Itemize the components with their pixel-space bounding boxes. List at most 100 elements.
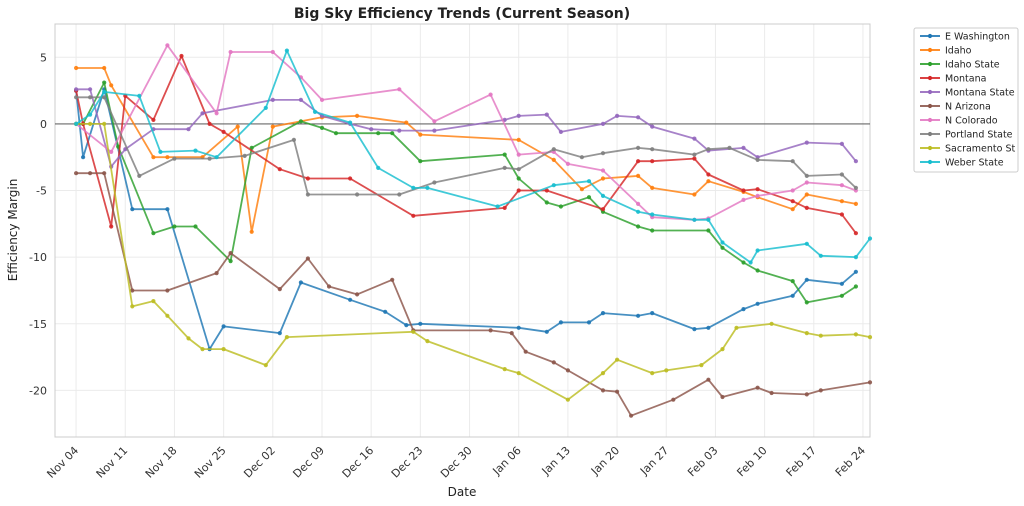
data-point-weber-state: [650, 212, 655, 217]
data-point-n-colorado: [741, 197, 746, 202]
data-point-idaho-state: [706, 228, 711, 233]
data-point-montana-state: [270, 97, 275, 102]
data-point-idaho: [790, 207, 795, 212]
legend-item-sacramento-st: Sacramento St: [920, 144, 1016, 155]
data-point-idaho-state: [376, 131, 381, 136]
data-point-montana-state: [397, 128, 402, 133]
data-point-idaho-state: [333, 131, 339, 136]
data-point-weber-state: [720, 240, 725, 245]
data-point-sacramento-st: [664, 368, 669, 373]
legend-label: Idaho State: [945, 60, 1000, 71]
data-point-n-arizona: [720, 394, 725, 400]
y-axis-title: Efficiency Margin: [6, 179, 20, 282]
data-point-montana-state: [804, 140, 809, 145]
data-point-montana: [636, 159, 641, 164]
data-point-n-arizona: [629, 413, 634, 418]
legend-label: Montana: [945, 74, 986, 85]
data-point-n-colorado: [165, 43, 170, 48]
data-point-montana: [650, 159, 655, 164]
legend-items: E Washington Idaho Idaho State Montana Monta…: [920, 32, 1016, 169]
legend-item-n-colorado: N Colorado: [920, 116, 998, 127]
data-point-idaho-state: [319, 125, 325, 130]
series-layer: [74, 43, 873, 418]
data-point-sacramento-st: [221, 347, 226, 352]
data-point-idaho: [516, 137, 521, 142]
data-point-montana-state: [600, 121, 606, 126]
data-point-weber-state: [376, 165, 381, 170]
legend-swatch-marker: [927, 131, 933, 137]
data-point-n-colorado: [839, 183, 845, 188]
legend-item-montana: Montana: [920, 74, 986, 85]
data-point-idaho-state: [558, 204, 564, 209]
data-point-portland-state: [137, 173, 142, 178]
data-point-sacramento-st: [720, 347, 725, 352]
data-point-n-arizona: [326, 284, 332, 289]
data-point-idaho-state: [390, 131, 395, 136]
data-point-n-colorado: [600, 168, 606, 173]
data-point-e-washington: [165, 207, 170, 212]
data-point-idaho: [636, 173, 641, 178]
data-point-idaho: [706, 179, 711, 184]
data-point-sacramento-st: [284, 335, 289, 340]
data-point-e-washington: [586, 320, 592, 325]
data-point-idaho: [102, 65, 107, 71]
data-point-idaho: [839, 199, 845, 204]
data-point-e-washington: [558, 320, 564, 325]
data-point-e-washington: [404, 323, 409, 328]
data-point-n-colorado: [636, 201, 641, 206]
data-point-idaho-state: [228, 259, 233, 264]
data-point-weber-state: [551, 183, 556, 188]
data-point-e-washington: [755, 301, 760, 306]
data-point-idaho-state: [804, 300, 809, 305]
data-point-weber-state: [74, 121, 79, 126]
data-point-portland-state: [432, 180, 437, 185]
data-point-portland-state: [551, 147, 556, 152]
data-point-n-arizona: [214, 271, 219, 276]
data-point-montana-state: [88, 87, 93, 92]
data-point-sacramento-st: [734, 325, 739, 330]
data-point-n-colorado: [565, 161, 571, 166]
legend: E Washington Idaho Idaho State Montana Monta…: [913, 27, 1019, 173]
data-point-sacramento-st: [818, 333, 823, 338]
data-point-n-arizona: [755, 385, 760, 390]
data-point-montana: [755, 187, 760, 192]
data-point-n-colorado: [804, 180, 809, 185]
legend-swatch-marker: [927, 145, 933, 151]
legend-swatch-marker: [927, 61, 933, 67]
data-point-sacramento-st: [165, 313, 170, 318]
data-point-sacramento-st: [565, 397, 571, 402]
chart-title: Big Sky Efficiency Trends (Current Seaso…: [294, 6, 630, 22]
data-point-e-washington: [650, 311, 655, 316]
data-point-montana: [790, 199, 795, 204]
data-point-n-colorado: [432, 119, 437, 124]
data-point-portland-state: [650, 147, 655, 152]
data-point-sacramento-st: [502, 367, 507, 372]
data-point-n-arizona: [818, 388, 823, 393]
y-tick-label: 0: [40, 118, 47, 131]
data-point-idaho: [165, 155, 170, 160]
data-point-n-colorado: [228, 49, 233, 55]
data-point-portland-state: [291, 137, 296, 142]
data-point-n-arizona: [671, 397, 676, 402]
legend-label: Idaho: [945, 46, 972, 57]
data-point-weber-state: [804, 241, 809, 246]
legend-item-montana-state: Montana State: [920, 88, 1015, 99]
data-point-weber-state: [748, 260, 753, 265]
data-point-idaho: [249, 229, 254, 234]
legend-item-portland-state: Portland State: [920, 130, 1013, 141]
data-point-weber-state: [284, 48, 289, 53]
plot-frame: [54, 23, 871, 438]
data-point-sacramento-st: [102, 121, 107, 126]
data-point-sacramento-st: [88, 121, 93, 126]
data-point-montana-state: [839, 141, 845, 146]
data-point-n-arizona: [305, 256, 310, 261]
legend-label: N Colorado: [945, 116, 998, 127]
data-point-portland-state: [242, 153, 247, 158]
data-point-montana-state: [615, 113, 620, 118]
data-point-idaho-state: [636, 224, 641, 229]
data-point-portland-state: [755, 157, 760, 162]
data-point-idaho: [151, 155, 156, 160]
data-point-montana: [502, 205, 507, 210]
data-point-sacramento-st: [263, 363, 268, 368]
